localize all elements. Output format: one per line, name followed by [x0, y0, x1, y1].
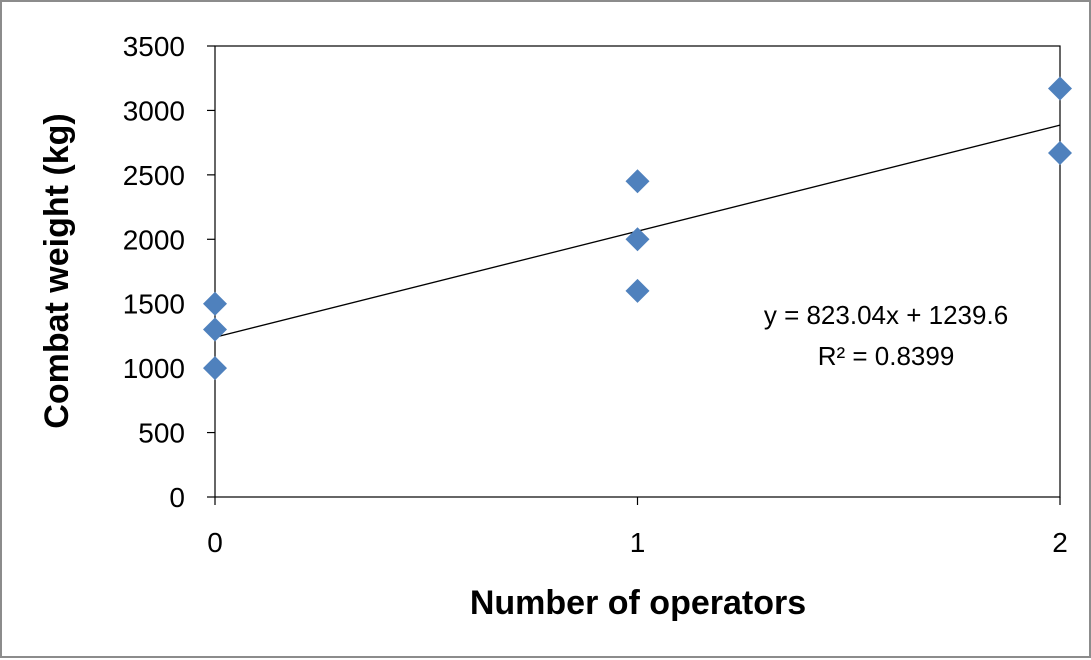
y-tick-label: 2000 [123, 224, 185, 255]
y-tick-label: 2500 [123, 160, 185, 191]
y-tick-label: 0 [169, 482, 185, 513]
data-point-marker [625, 278, 650, 303]
data-point-marker [1048, 140, 1072, 165]
data-points [203, 76, 1072, 381]
y-tick-label: 1000 [123, 353, 185, 384]
data-point-marker [203, 356, 227, 381]
x-tick-label: 0 [207, 527, 223, 558]
data-point-marker [625, 169, 650, 194]
y-tick-label: 3500 [123, 31, 185, 62]
axes [207, 45, 1061, 505]
data-point-marker [203, 317, 227, 342]
trendline-r-squared: R² = 0.8399 [818, 341, 955, 371]
x-tick-label: 2 [1052, 527, 1068, 558]
y-axis-title: Combat weight (kg) [38, 113, 76, 428]
y-tick-label: 500 [138, 418, 185, 449]
y-tick-label: 3000 [123, 95, 185, 126]
y-tick-label: 1500 [123, 289, 185, 320]
x-axis-title: Number of operators [470, 584, 806, 622]
trendline-equation: y = 823.04x + 1239.6 [764, 300, 1008, 330]
tick-labels: 0 500 1000 1500 2000 2500 3000 3500 0 1 2 [123, 31, 1068, 558]
data-point-marker [625, 227, 650, 252]
data-point-marker [203, 291, 227, 316]
data-point-marker [1048, 76, 1072, 101]
x-tick-label: 1 [630, 527, 646, 558]
